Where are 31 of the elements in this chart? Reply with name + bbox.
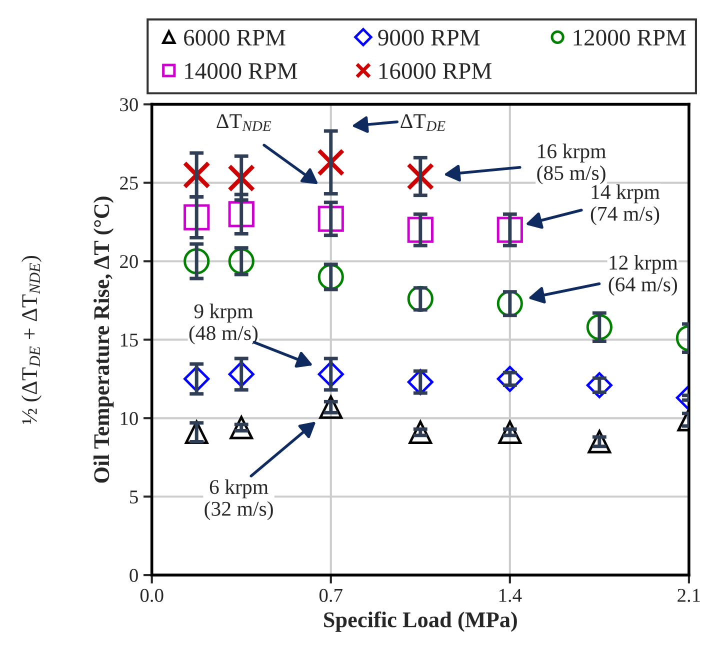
y-tick-label: 5 [130, 490, 138, 504]
point [228, 201, 254, 228]
annotation: 14 krpm (74 m/s) [590, 184, 660, 226]
legend-label: 16000 RPM [379, 63, 492, 79]
y-tick-label: 25 [120, 176, 138, 190]
point [407, 216, 434, 243]
y-tick-label: 15 [120, 334, 138, 347]
x-axis-title: Specific Load (MPa) [324, 611, 517, 632]
point [318, 206, 344, 232]
y-tick-label: 10 [120, 412, 138, 426]
annotation: ΔT$_{NDE}$ [216, 114, 272, 131]
x-tick-label: 0.0 [140, 588, 164, 602]
annotation: 9 krpm (48 m/s) [189, 304, 258, 344]
y-tick-label: 30 [120, 98, 138, 112]
x-tick-label: 0.7 [319, 588, 342, 602]
x-tick-label: 2.1 [678, 588, 700, 602]
point [184, 204, 210, 230]
y-axis-title: Oil Temperature Rise, ΔT (°C) [94, 196, 114, 483]
legend-label: 9000 RPM [378, 30, 480, 46]
annotation: ΔT$_{DE}$ [400, 114, 446, 131]
annotation: 16 krpm (85 m/s) [537, 144, 606, 184]
point [496, 216, 523, 243]
legend-label: 14000 RPM [185, 63, 298, 79]
y-tick-label: 0 [130, 568, 138, 582]
text: ½ (ΔT$_{DE}$ + ΔT$_{NDE}$) [21, 256, 42, 424]
legend-label: 12000 RPM [574, 30, 686, 46]
annotation: 6 krpm (32 m/s) [204, 479, 273, 520]
legend-label: 6000 RPM [184, 30, 286, 46]
y-tick-label: 20 [120, 255, 138, 268]
annotation: 12 krpm (64 m/s) [608, 255, 678, 296]
x-tick-label: 1.4 [499, 588, 522, 602]
